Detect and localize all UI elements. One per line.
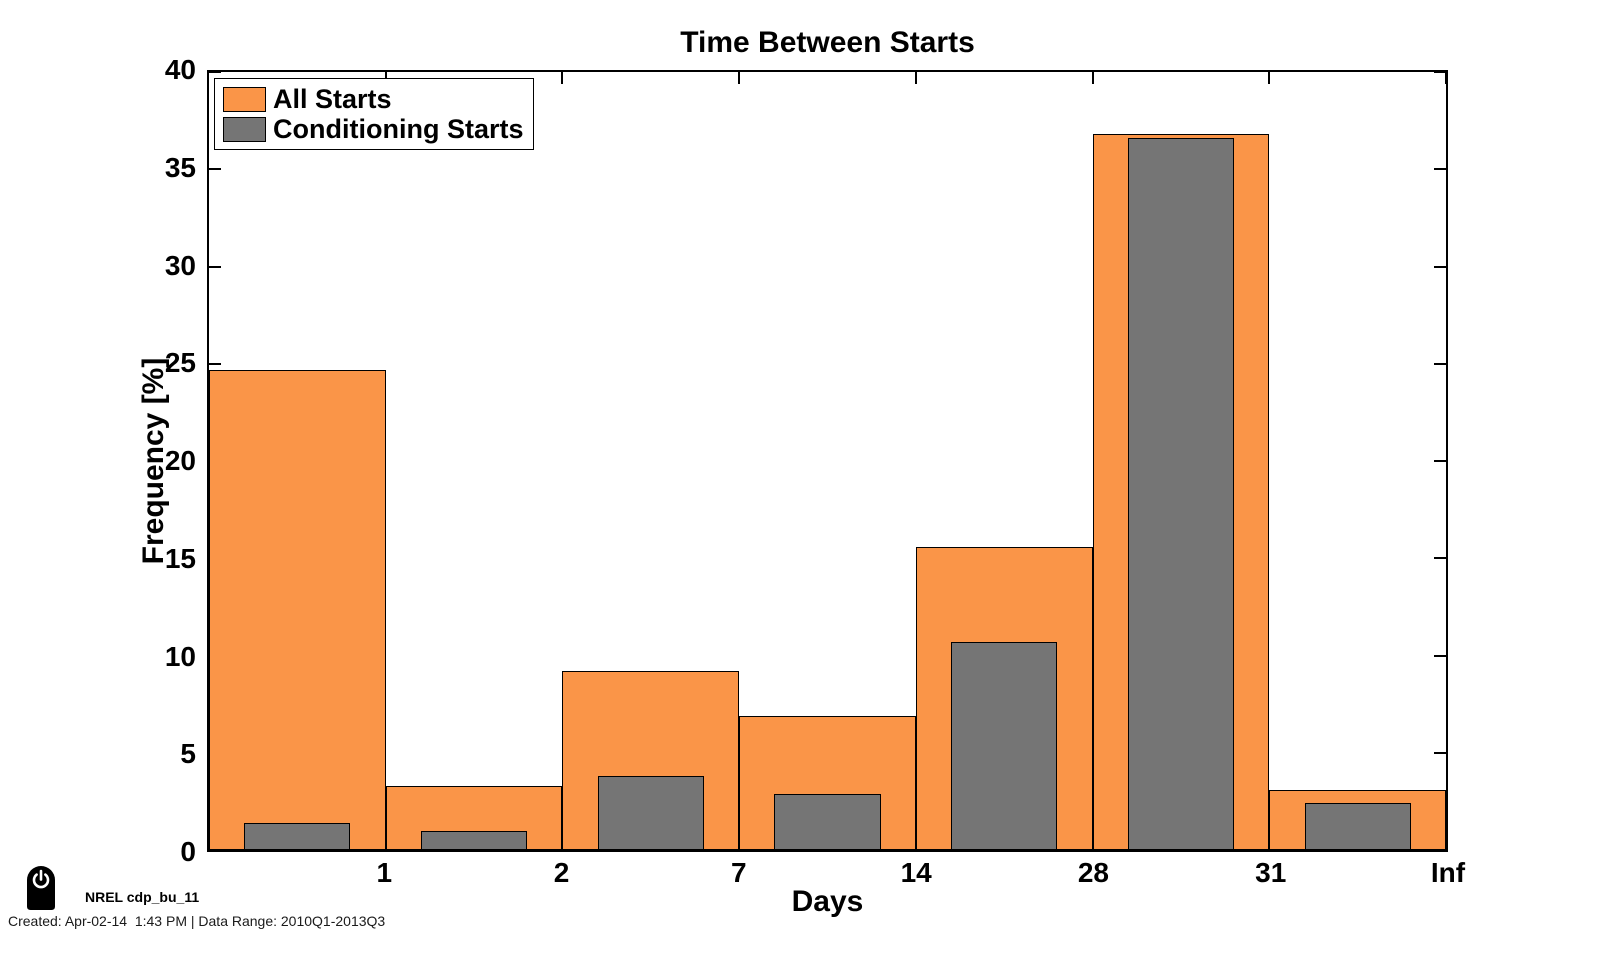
x-tick-label-14: 14 — [900, 857, 932, 888]
y-tick-label-35: 35 — [164, 151, 196, 183]
footer-created-text: Created: Apr-02-14 1:43 PM | Data Range:… — [8, 913, 386, 929]
x-tick-top-14 — [914, 72, 917, 84]
y-tick-right-30 — [1434, 265, 1446, 268]
y-tick-label-0: 0 — [180, 836, 196, 867]
bar-conditioning-starts-5 — [1127, 138, 1234, 850]
bar-conditioning-starts-1 — [421, 830, 528, 850]
y-tick-right-25 — [1434, 362, 1446, 365]
x-tick-top-7 — [738, 72, 741, 84]
x-axis-label-wrap: Days — [207, 885, 1448, 919]
y-tick-label-20: 20 — [164, 445, 196, 476]
chart-title: Time Between Starts — [680, 26, 975, 59]
x-tick-top-28 — [1091, 72, 1094, 84]
bar-conditioning-starts-0 — [244, 822, 351, 850]
y-axis-tick-labels: 0 5 10 15 20 25 30 35 40 — [108, 54, 196, 867]
y-tick-label-25: 25 — [164, 347, 196, 379]
legend-label-1: Conditioning Starts — [273, 114, 524, 144]
y-tick-right-15 — [1434, 557, 1446, 560]
x-tick-top-2 — [561, 72, 564, 84]
legend: All Starts Conditioning Starts — [214, 78, 535, 150]
x-tick-label-Inf: Inf — [1430, 857, 1466, 888]
legend-item-0: All Starts — [223, 84, 523, 114]
y-tick-right-20 — [1434, 460, 1446, 462]
y-tick-right-5 — [1434, 751, 1446, 754]
x-tick-label-28: 28 — [1077, 857, 1109, 888]
y-tick-right-40 — [1434, 71, 1446, 73]
footer-brand: NREL cdp_bu_11 — [85, 889, 200, 905]
legend-label-0: All Starts — [273, 84, 392, 114]
x-axis-label: Days — [791, 885, 864, 918]
y-tick-right-10 — [1434, 654, 1446, 657]
y-tick-label-15: 15 — [164, 542, 196, 574]
x-tick-label-7: 7 — [731, 857, 747, 888]
legend-swatch-1 — [223, 117, 266, 142]
x-tick-label-31: 31 — [1255, 857, 1287, 888]
legend-item-1: Conditioning Starts — [223, 114, 524, 144]
y-tick-left-25 — [209, 362, 221, 365]
x-tick-top-31 — [1268, 72, 1271, 84]
bar-conditioning-starts-4 — [951, 641, 1058, 850]
x-axis-tick-labels: 1 2 7 14 28 31 Inf — [207, 857, 1465, 891]
bar-conditioning-starts-3 — [774, 793, 881, 850]
x-tick-label-1: 1 — [376, 857, 393, 888]
y-tick-label-10: 10 — [164, 640, 196, 672]
bar-conditioning-starts-2 — [597, 776, 704, 850]
y-tick-label-40: 40 — [164, 54, 196, 85]
y-tick-right-0 — [1434, 849, 1446, 851]
power-icon — [27, 866, 55, 910]
y-tick-left-0 — [209, 849, 221, 851]
bar-conditioning-starts-6 — [1304, 803, 1411, 850]
y-tick-label-30: 30 — [164, 249, 196, 281]
plot-area: All Starts Conditioning Starts — [207, 70, 1448, 852]
y-tick-label-5: 5 — [180, 738, 196, 770]
y-tick-left-30 — [209, 265, 221, 268]
y-tick-left-35 — [209, 168, 221, 171]
y-tick-right-35 — [1434, 168, 1446, 171]
x-tick-label-2: 2 — [553, 857, 570, 888]
x-tick-top-Inf — [1445, 72, 1447, 84]
bar-all-starts-0 — [209, 369, 386, 850]
legend-swatch-0 — [223, 87, 266, 112]
y-tick-left-40 — [209, 71, 221, 73]
